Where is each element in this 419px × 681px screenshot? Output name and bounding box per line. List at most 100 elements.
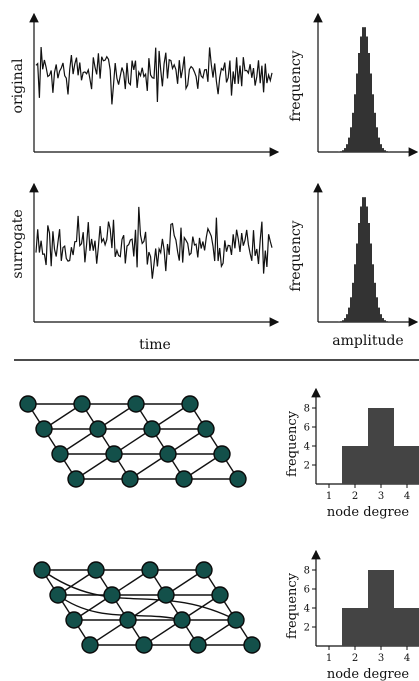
degree-ylabel: frequency: [285, 410, 300, 477]
network-node: [195, 561, 213, 579]
hist-bar: [376, 127, 378, 152]
degree-y-tick-label: 4: [304, 604, 310, 615]
network-node: [65, 611, 83, 629]
original-amplitude-histogram: frequency: [288, 12, 419, 157]
degree-x-tick-label: 1: [326, 653, 332, 664]
hist-bar: [382, 318, 384, 322]
hist-bar: [342, 150, 344, 152]
hist-bar: [368, 53, 370, 152]
degree-xlabel: node degree: [327, 505, 410, 520]
hist-bar: [374, 112, 376, 152]
network-node: [189, 636, 207, 654]
hist-bar: [352, 112, 354, 152]
hist-bar: [346, 144, 348, 152]
hist-bar: [374, 282, 376, 322]
hist-bottom-ylabel: frequency: [288, 220, 304, 291]
hist-bar: [342, 320, 344, 322]
hist-bar: [366, 36, 368, 152]
hist-bar: [386, 151, 388, 152]
degree-x-tick-label: 3: [378, 491, 384, 502]
degree-x-tick-label: 4: [404, 491, 410, 502]
hist-bar: [356, 73, 358, 152]
hist-bar: [364, 197, 366, 322]
hist-bar: [376, 297, 378, 322]
hist-bar: [372, 264, 374, 322]
network-node: [243, 636, 261, 654]
network-node: [87, 561, 105, 579]
rewired-lattice-network: [33, 561, 261, 654]
degree-x-tick-label: 4: [404, 653, 410, 664]
network-node: [35, 420, 53, 438]
rewired-edge: [57, 594, 183, 621]
hist-bar: [378, 307, 380, 322]
hist-bar: [370, 243, 372, 322]
network-node: [135, 636, 153, 654]
degree-bar: [342, 446, 368, 484]
hist-bar: [368, 223, 370, 322]
hist-bar: [360, 36, 362, 152]
network-node: [229, 470, 247, 488]
surrogate-amplitude-histogram: frequency amplitude: [288, 182, 419, 349]
network-node: [51, 445, 69, 463]
hist-bar: [356, 243, 358, 322]
hist-bar: [358, 53, 360, 152]
hist-bar: [378, 137, 380, 152]
hist-bottom-bars: [338, 197, 390, 322]
network-node: [181, 395, 199, 413]
degree-xlabel: node degree: [327, 667, 410, 681]
hist-bar: [386, 321, 388, 322]
degree-y-tick-label: 2: [304, 461, 310, 472]
network-node: [73, 395, 91, 413]
network-node: [127, 395, 145, 413]
hist-bar: [370, 73, 372, 152]
surrogate-timeseries-panel: surrogate time: [10, 182, 280, 353]
degree-histogram-top: 1 2 3 4 2 4 6 8 frequency node degree: [285, 387, 419, 520]
hist-bar: [344, 148, 346, 152]
time-xlabel: time: [139, 337, 171, 353]
degree-ylabel: frequency: [285, 572, 300, 639]
degree-bar: [394, 446, 419, 484]
hist-bar: [380, 314, 382, 322]
amplitude-xlabel: amplitude: [332, 333, 403, 349]
hist-bar: [382, 148, 384, 152]
network-node: [143, 420, 161, 438]
hist-top-bars: [338, 27, 390, 153]
network-node: [141, 561, 159, 579]
degree-y-tick-label: 4: [304, 442, 310, 453]
rewired-edge: [41, 569, 237, 621]
network-node: [227, 611, 245, 629]
network-node: [89, 420, 107, 438]
hist-bar: [384, 320, 386, 322]
network-node: [121, 470, 139, 488]
network-node: [173, 611, 191, 629]
network-node: [33, 561, 51, 579]
hist-top-ylabel: frequency: [288, 50, 304, 121]
surrogate-ylabel: surrogate: [10, 209, 26, 278]
network-node: [197, 420, 215, 438]
hist-bar: [352, 282, 354, 322]
network-node: [159, 445, 177, 463]
hist-bar: [372, 94, 374, 152]
degree-y-tick-label: 8: [304, 566, 310, 577]
degree-bar: [368, 570, 394, 646]
regular-lattice-network: [19, 395, 247, 488]
hist-bar: [354, 94, 356, 152]
degree-y-tick-label: 2: [304, 623, 310, 634]
network-node: [81, 636, 99, 654]
network-node: [67, 470, 85, 488]
network-node: [157, 586, 175, 604]
degree-x-tick-label: 2: [352, 653, 358, 664]
degree-y-tick-label: 6: [304, 423, 310, 434]
hist-bar: [358, 223, 360, 322]
degree-x-tick-label: 2: [352, 491, 358, 502]
surrogate-signal-line: [35, 206, 273, 279]
network-node: [105, 445, 123, 463]
hist-bar: [362, 27, 364, 153]
network-node: [19, 395, 37, 413]
network-node: [49, 586, 67, 604]
hist-bar: [350, 297, 352, 322]
original-timeseries-panel: original: [10, 12, 280, 157]
hist-bar: [380, 144, 382, 152]
hist-bar: [364, 27, 366, 153]
